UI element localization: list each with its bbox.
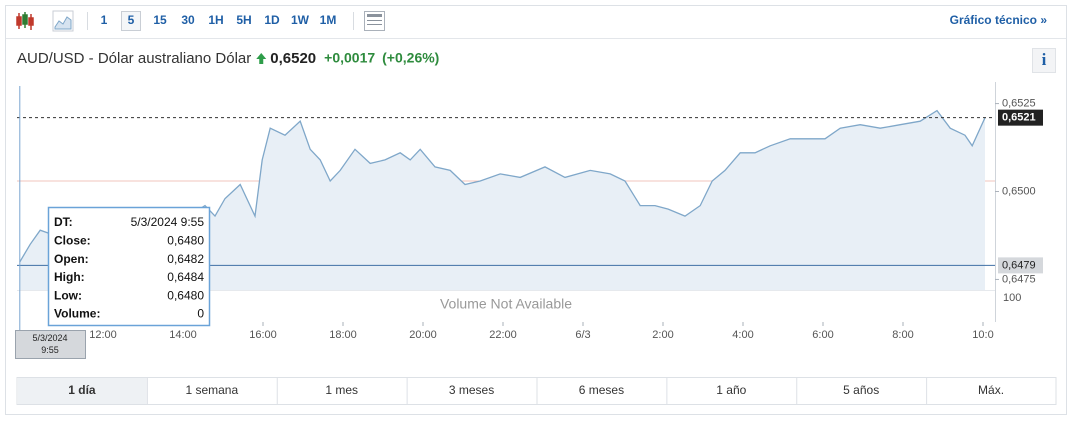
up-arrow bbox=[256, 53, 267, 64]
info-button-bg[interactable] bbox=[1032, 48, 1056, 73]
range-button[interactable]: 1 año bbox=[716, 383, 746, 397]
crosshair-price-label: 0,6479 bbox=[1002, 259, 1036, 271]
technical-chart-link[interactable]: Gráfico técnico » bbox=[950, 13, 1048, 27]
interval-button[interactable]: 1H bbox=[208, 13, 223, 27]
range-active-bg[interactable] bbox=[18, 378, 147, 404]
price-line bbox=[19, 109, 986, 263]
y-tick-label: 0,6525 bbox=[1002, 97, 1036, 109]
interval-button[interactable]: 15 bbox=[153, 13, 167, 27]
crosshair-price-tag bbox=[998, 257, 1043, 274]
x-tick-label: 20:00 bbox=[409, 329, 437, 341]
range-button[interactable]: 5 años bbox=[843, 383, 879, 397]
x-tick-label: 8:00 bbox=[892, 329, 913, 341]
x-tick-label: 22:00 bbox=[489, 329, 517, 341]
tooltip-value: 0,6480 bbox=[167, 288, 204, 302]
y-tick-label: 0,6500 bbox=[1002, 185, 1036, 197]
crosshair-date-tag bbox=[15, 330, 86, 359]
tooltip-key: Close: bbox=[54, 233, 91, 247]
range-button[interactable]: Máx. bbox=[978, 383, 1004, 397]
interval-button[interactable]: 5 bbox=[128, 13, 135, 27]
tooltip-value: 5/3/2024 9:55 bbox=[131, 215, 205, 229]
range-button[interactable]: 1 mes bbox=[325, 383, 358, 397]
x-tick-label: 6:00 bbox=[812, 329, 833, 341]
instrument-title: AUD/USD - Dólar australiano Dólar bbox=[17, 50, 251, 67]
tooltip-value: 0 bbox=[197, 307, 204, 321]
info-button[interactable]: i bbox=[1042, 50, 1047, 69]
interval-button[interactable]: 1 bbox=[101, 13, 108, 27]
volume-note: Volume Not Available bbox=[440, 296, 572, 312]
x-tick-label: 12:00 bbox=[89, 329, 117, 341]
x-tick-label: 18:00 bbox=[329, 329, 357, 341]
price-change: +0,0017 bbox=[324, 50, 375, 66]
tooltip-box bbox=[47, 206, 211, 327]
last-price: 0,6520 bbox=[270, 50, 316, 67]
tooltip-value: 0,6482 bbox=[167, 252, 204, 266]
interval-button[interactable]: 1D bbox=[264, 13, 280, 27]
range-button[interactable]: 6 meses bbox=[579, 383, 624, 397]
tooltip-value: 0,6484 bbox=[167, 270, 204, 284]
interval-button[interactable]: 30 bbox=[181, 13, 195, 27]
tooltip-key: Low: bbox=[54, 288, 82, 302]
table-icon[interactable] bbox=[364, 11, 385, 31]
last-price-label: 0,6521 bbox=[1002, 112, 1036, 124]
interval-active-bg[interactable] bbox=[121, 11, 141, 31]
area-chart-icon[interactable] bbox=[52, 10, 74, 32]
y-tick-label: 0,6475 bbox=[1002, 273, 1036, 285]
range-button[interactable]: 1 día bbox=[68, 383, 96, 397]
x-tick-label: 16:00 bbox=[249, 329, 277, 341]
last-price-tag bbox=[998, 109, 1043, 126]
price-change-pct: (+0,26%) bbox=[382, 50, 439, 66]
x-tick-label: 6/3 bbox=[575, 329, 590, 341]
tooltip-key: Open: bbox=[54, 252, 89, 266]
candlestick-icon[interactable] bbox=[16, 12, 34, 30]
x-tick-label: 10:0 bbox=[972, 329, 993, 341]
x-tick-label: 2:00 bbox=[652, 329, 673, 341]
volume-tick-label: 100 bbox=[1003, 292, 1021, 304]
range-button[interactable]: 1 semana bbox=[185, 383, 238, 397]
tooltip-key: High: bbox=[54, 270, 85, 284]
range-button[interactable]: 3 meses bbox=[449, 383, 494, 397]
crosshair-date: 5/3/2024 9:55 bbox=[32, 333, 67, 355]
tooltip-key: DT: bbox=[54, 215, 73, 229]
interval-button[interactable]: 1W bbox=[291, 13, 310, 27]
tooltip-value: 0,6480 bbox=[167, 233, 204, 247]
interval-button[interactable]: 5H bbox=[236, 13, 251, 27]
tooltip-key: Volume: bbox=[54, 307, 100, 321]
area-fill bbox=[19, 110, 986, 290]
interval-button[interactable]: 1M bbox=[320, 13, 337, 27]
x-tick-label: 4:00 bbox=[732, 329, 753, 341]
x-tick-label: 14:00 bbox=[169, 329, 197, 341]
